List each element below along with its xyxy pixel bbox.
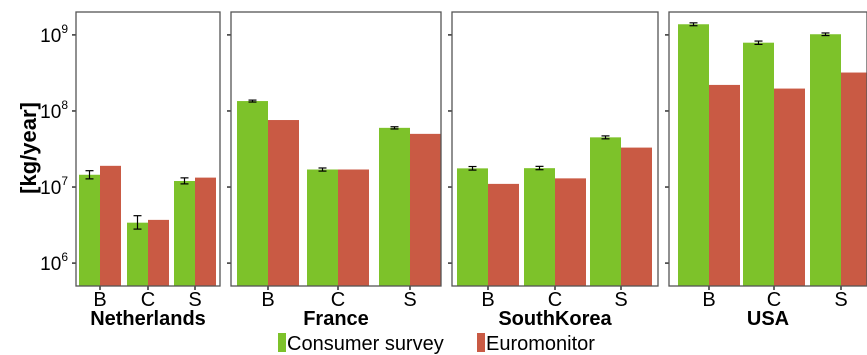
x-tick-label: B bbox=[93, 289, 106, 311]
y-tick-label: 108 bbox=[40, 98, 68, 123]
bar-consumer-survey bbox=[174, 181, 195, 286]
bar-consumer-survey bbox=[524, 168, 555, 286]
panel-france: B C S France bbox=[227, 11, 442, 330]
x-tick-label: S bbox=[403, 289, 416, 311]
panel-label: SouthKorea bbox=[498, 308, 612, 330]
x-tick-label: C bbox=[767, 289, 781, 311]
panel-label: France bbox=[303, 308, 369, 330]
panel-usa: B C S USA bbox=[665, 11, 867, 330]
panel-label: Netherlands bbox=[90, 308, 206, 330]
bar-consumer-survey bbox=[457, 168, 488, 286]
y-tick-label: 106 bbox=[40, 250, 68, 275]
x-tick-label: B bbox=[261, 289, 274, 311]
legend-swatch-euromonitor bbox=[477, 333, 485, 352]
y-axis-label: [kg/year] bbox=[16, 102, 41, 194]
y-tick-label: 109 bbox=[40, 22, 68, 47]
bar-euromonitor bbox=[841, 72, 867, 286]
y-axis-ticks: 106 107 108 109 bbox=[40, 22, 68, 275]
bar-consumer-survey bbox=[678, 24, 709, 286]
bar-consumer-survey bbox=[590, 137, 621, 286]
bar-euromonitor bbox=[148, 219, 169, 286]
bar-consumer-survey bbox=[810, 34, 841, 286]
panel-border bbox=[230, 11, 442, 287]
bar-euromonitor bbox=[555, 178, 586, 286]
legend-swatch-consumer-survey bbox=[278, 333, 286, 352]
panel-plot-area bbox=[678, 22, 867, 286]
bar-consumer-survey bbox=[237, 101, 268, 286]
x-tick-label: B bbox=[702, 289, 715, 311]
bar-consumer-survey bbox=[307, 169, 338, 286]
bar-euromonitor bbox=[488, 183, 519, 286]
x-tick-label: S bbox=[188, 289, 201, 311]
y-tick-label: 107 bbox=[40, 174, 68, 199]
panel-plot-area bbox=[457, 135, 652, 286]
bar-consumer-survey bbox=[79, 174, 100, 286]
panel-border bbox=[75, 11, 221, 287]
x-tick-label: C bbox=[331, 289, 345, 311]
bar-euromonitor bbox=[774, 88, 805, 286]
bar-euromonitor bbox=[621, 147, 652, 286]
x-tick-label: S bbox=[834, 289, 847, 311]
bar-euromonitor bbox=[195, 177, 216, 286]
x-tick-label: S bbox=[614, 289, 627, 311]
legend: Consumer survey Euromonitor bbox=[278, 333, 595, 355]
bar-euromonitor bbox=[338, 169, 369, 286]
bar-euromonitor bbox=[100, 165, 121, 286]
x-tick-label: C bbox=[548, 289, 562, 311]
panel-plot-area bbox=[79, 165, 216, 286]
bar-euromonitor bbox=[709, 84, 740, 286]
panel-border bbox=[451, 11, 659, 287]
panel-label: USA bbox=[747, 308, 789, 330]
x-tick-label: C bbox=[141, 289, 155, 311]
panel-border bbox=[668, 11, 867, 287]
bar-consumer-survey bbox=[743, 42, 774, 286]
bar-euromonitor bbox=[410, 133, 441, 286]
panel-plot-area bbox=[237, 99, 441, 286]
legend-label-consumer-survey: Consumer survey bbox=[287, 333, 444, 355]
x-tick-label: B bbox=[481, 289, 494, 311]
bar-consumer-survey bbox=[127, 222, 148, 286]
bar-euromonitor bbox=[268, 120, 299, 286]
legend-label-euromonitor: Euromonitor bbox=[486, 333, 595, 355]
bar-consumer-survey bbox=[379, 127, 410, 286]
